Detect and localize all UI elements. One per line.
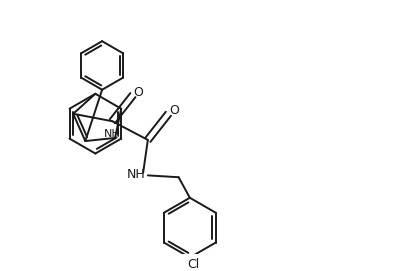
Text: NH: NH xyxy=(104,129,121,139)
Text: Cl: Cl xyxy=(187,259,200,271)
Text: O: O xyxy=(133,86,143,99)
Text: O: O xyxy=(169,105,179,117)
Text: NH: NH xyxy=(126,168,145,181)
